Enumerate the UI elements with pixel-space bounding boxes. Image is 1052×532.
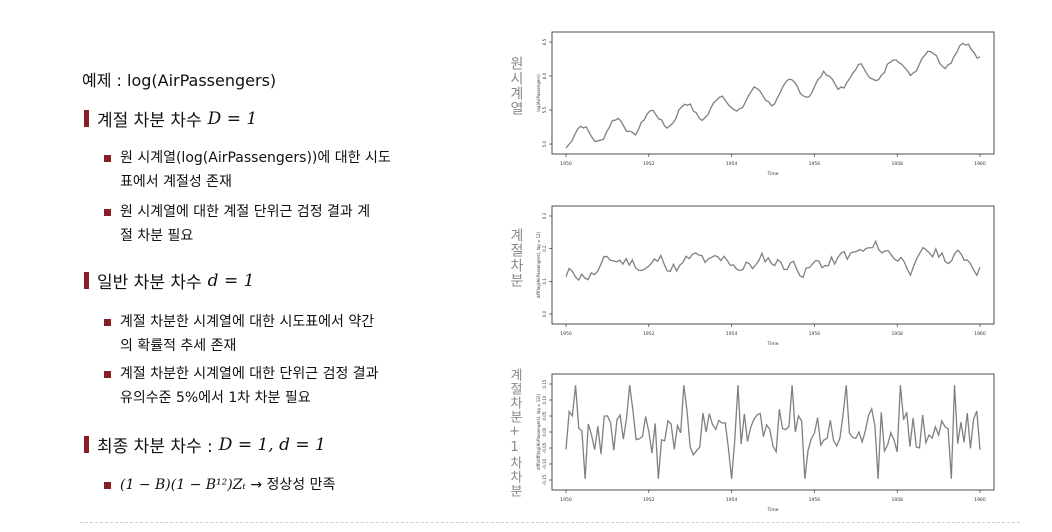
y-tick-label: 0.3: [542, 212, 547, 219]
footer-divider: [80, 522, 1020, 523]
formula: (1 − B)(1 − B¹²)Zₜ: [120, 477, 246, 493]
section-label: 일반 차분 차수: [97, 273, 202, 293]
section-seasonal-order: 계절 차분 차수 D = 1: [84, 106, 257, 131]
section-regular-order: 일반 차분 차수 d = 1: [84, 268, 254, 293]
bullet-line: 표에서 계절성 존재: [120, 174, 232, 190]
bullet-square-icon: [104, 155, 111, 162]
x-tick-label: 1950: [560, 161, 572, 167]
bullet-line: 절 차분 필요: [120, 228, 194, 244]
x-tick-label: 1958: [891, 497, 903, 503]
x-tick-label: 1956: [809, 161, 821, 167]
y-axis-label: diff(log(AirPassengers), lag = 12): [536, 231, 541, 298]
slide-title: 예제 : log(AirPassengers): [82, 71, 277, 90]
section-math: D = 1: [207, 108, 258, 129]
y-tick-label: -0.10: [542, 458, 547, 469]
x-tick-label: 1958: [891, 161, 903, 167]
plot-side-label-original: 원시계열: [508, 56, 524, 116]
plot-original-series: 1950 1952 1954 1956 1958 1960 Time 5.0 5.5 6.0 6.5…: [530, 26, 1000, 182]
x-tick-label: 1960: [974, 497, 986, 503]
y-tick-label: 0.2: [542, 245, 547, 252]
x-tick-label: 1960: [974, 161, 986, 167]
x-tick-label: 1950: [560, 331, 572, 337]
y-tick-label: 5.0: [542, 140, 547, 147]
plot-side-label-both: 계절차분+1차차분: [507, 368, 522, 498]
plot-side-label-seasonal: 계절차분: [508, 228, 524, 288]
x-tick-label: 1956: [809, 497, 821, 503]
plot-frame: [551, 205, 995, 325]
y-tick-label: 0.1: [542, 278, 547, 285]
x-tick-label: 1954: [726, 497, 738, 503]
x-tick-label: 1954: [726, 161, 738, 167]
plot-frame: [551, 373, 995, 491]
bullet-item: 원 시계열(log(AirPassengers))에 대한 시도 표에서 계절성…: [104, 146, 450, 194]
bullet-square-icon: [104, 209, 111, 216]
section-final-order: 최종 차분 차수 : D = 1, d = 1: [84, 432, 326, 457]
y-tick-label: 0.0: [542, 310, 547, 317]
bullet-line: 계절 차분한 시계열에 대한 단위근 검정 결과: [120, 366, 379, 382]
y-tick-label: 6.0: [542, 72, 547, 79]
y-tick-label: -0.05: [542, 442, 547, 453]
series-line: [565, 42, 981, 149]
bullet-square-icon: [104, 482, 111, 489]
x-axis-label: Time: [766, 171, 778, 177]
red-bar-icon: [84, 272, 89, 289]
x-tick-label: 1956: [809, 331, 821, 337]
x-tick-label: 1954: [726, 331, 738, 337]
bullet-line: 유의수준 5%에서 1차 차분 필요: [120, 390, 311, 406]
bullet-square-icon: [104, 371, 111, 378]
bullet-line: 계절 차분한 시계열에 대한 시도표에서 약간: [120, 314, 375, 330]
series-line: [565, 239, 981, 282]
bullet-line: 원 시계열(log(AirPassengers))에 대한 시도: [120, 150, 391, 166]
x-tick-label: 1960: [974, 331, 986, 337]
red-bar-icon: [84, 436, 89, 453]
x-tick-label: 1952: [643, 331, 655, 337]
x-tick-label: 1950: [560, 497, 572, 503]
bullet-line: 의 확률적 추세 존재: [120, 338, 237, 354]
y-tick-label: 5.5: [542, 106, 547, 113]
section-math: D = 1, d = 1: [218, 434, 326, 455]
bullet-square-icon: [104, 319, 111, 326]
bullet-item: 계절 차분한 시계열에 대한 시도표에서 약간 의 확률적 추세 존재: [104, 310, 450, 358]
section-label: 최종 차분 차수 :: [97, 437, 213, 457]
y-axis-label: diff(diff(log(AirPassengers), lag = 12)): [536, 394, 541, 470]
plot-seasonal-plus-first-diff: 1950 1952 1954 1956 1958 1960 Time -0.15 -0.10 -0…: [530, 368, 1000, 518]
bullet-line: 원 시계열에 대한 계절 단위근 검정 결과 계: [120, 204, 371, 220]
y-tick-label: 0.00: [542, 427, 547, 436]
plot-seasonal-diff: 1950 1952 1954 1956 1958 1960 Time 0.0 0.1 0.2 0.3…: [530, 200, 1000, 352]
result-text: → 정상성 만족: [250, 477, 336, 493]
bullet-item: 원 시계열에 대한 계절 단위근 검정 결과 계 절 차분 필요: [104, 200, 450, 248]
x-tick-label: 1958: [891, 331, 903, 337]
y-tick-label: 6.5: [542, 38, 547, 45]
y-axis-label: log(AirPassengers): [536, 74, 541, 112]
x-axis-label: Time: [766, 507, 778, 513]
y-tick-label: -0.15: [542, 474, 547, 485]
series-line: [565, 385, 981, 479]
bullet-item: 계절 차분한 시계열에 대한 단위근 검정 결과 유의수준 5%에서 1차 차분…: [104, 362, 450, 410]
x-tick-label: 1952: [643, 161, 655, 167]
bullet-item: (1 − B)(1 − B¹²)Zₜ → 정상성 만족: [104, 473, 460, 497]
y-tick-label: 0.15: [542, 379, 547, 388]
x-tick-label: 1952: [643, 497, 655, 503]
red-bar-icon: [84, 110, 89, 127]
y-tick-label: 0.05: [542, 411, 547, 420]
section-label: 계절 차분 차수: [97, 111, 202, 131]
x-axis-label: Time: [766, 341, 778, 347]
plot-frame: [551, 31, 995, 155]
section-math: d = 1: [207, 270, 255, 291]
y-tick-label: 0.10: [542, 395, 547, 404]
